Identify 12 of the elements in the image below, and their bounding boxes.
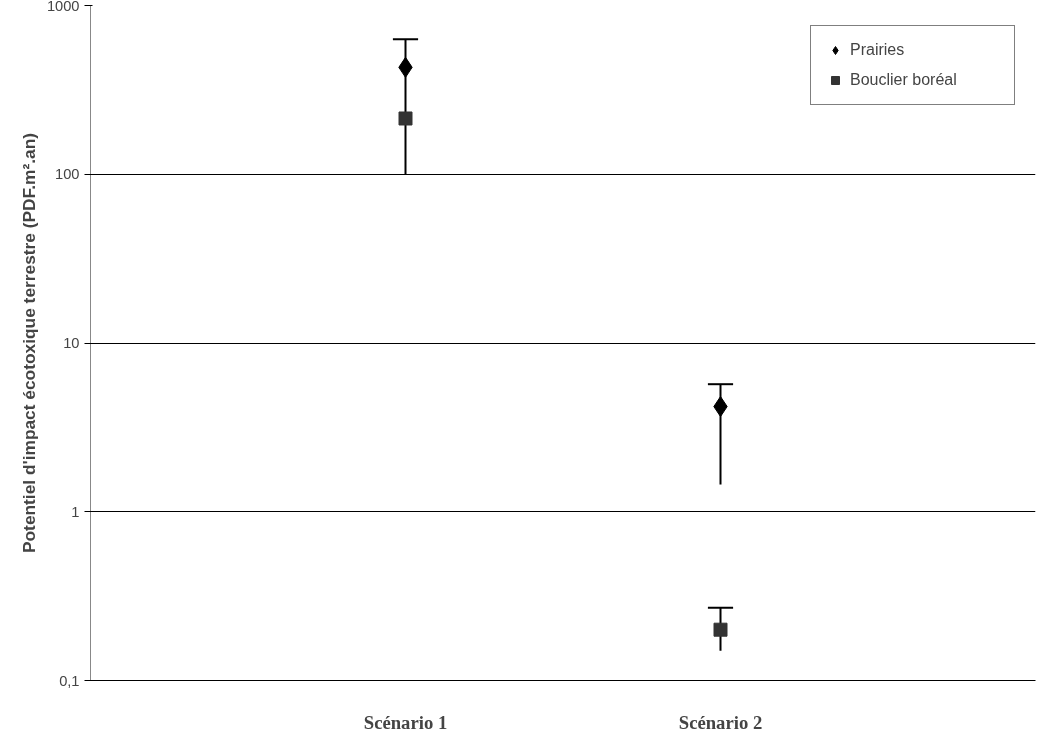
y-tick-label: 0,1: [59, 672, 80, 689]
point: [398, 111, 413, 126]
x-tick-label: Scénario 1: [363, 711, 448, 733]
y-axis-title: Potentiel d'impact écotoxique terrestre (PDF.m².an): [18, 132, 39, 554]
y-tick-label: 100: [55, 166, 80, 183]
y-tick-label: 1: [71, 503, 80, 520]
legend-label: Prairies: [850, 41, 906, 59]
legend-label: Bouclier boréal: [850, 71, 958, 89]
x-tick-label: Scénario 2: [678, 711, 763, 733]
y-tick-label: 10: [63, 335, 80, 351]
point: [713, 622, 728, 637]
y-tick-label: 1000: [46, 0, 80, 14]
